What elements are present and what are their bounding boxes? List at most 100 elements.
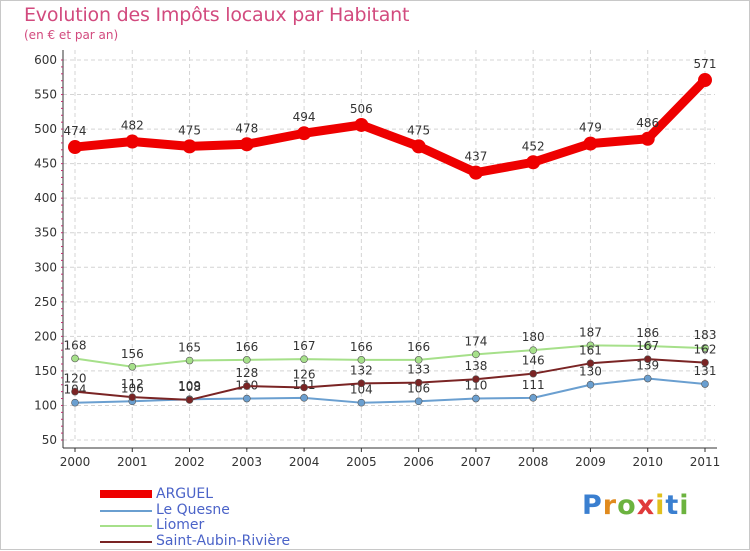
x-tick-label-2004: 2004 (289, 455, 320, 469)
data-label-saint-aubin-rivi-re: 128 (235, 366, 258, 380)
data-label-saint-aubin-rivi-re: 112 (121, 377, 144, 391)
y-tick-label-600: 600 (34, 53, 57, 67)
logo-letter: i (655, 490, 666, 521)
data-point-saint-aubin-rivi-re (128, 393, 137, 401)
data-label-saint-aubin-rivi-re: 138 (464, 359, 487, 373)
data-point-liomer (128, 362, 137, 371)
data-point-le-quesne (701, 380, 709, 388)
data-point-le-quesne (529, 394, 537, 402)
data-point-saint-aubin-rivi-re (472, 375, 480, 384)
data-point-liomer (643, 342, 652, 350)
y-tick-label-550: 550 (34, 88, 57, 102)
data-point-saint-aubin-rivi-re (185, 396, 194, 404)
y-tick-label-350: 350 (34, 226, 57, 240)
legend-label-liomer: Liomer (156, 517, 205, 533)
y-tick-label-100: 100 (34, 398, 57, 412)
y-tick-label-500: 500 (34, 122, 57, 136)
data-label-liomer: 183 (694, 328, 717, 342)
data-label-arguel: 475 (407, 123, 430, 137)
data-point-le-quesne (71, 398, 79, 407)
data-label-arguel: 486 (636, 116, 659, 130)
data-label-saint-aubin-rivi-re: 120 (64, 372, 87, 386)
x-tick-label-2002: 2002 (174, 455, 205, 469)
data-point-saint-aubin-rivi-re (701, 358, 709, 367)
data-label-saint-aubin-rivi-re: 167 (636, 339, 659, 353)
data-label-arguel: 478 (235, 121, 258, 135)
data-point-liomer (243, 356, 251, 364)
data-label-liomer: 186 (636, 326, 659, 340)
data-point-arguel (526, 155, 541, 170)
logo-letter: t (665, 490, 680, 521)
x-tick-label-2000: 2000 (60, 455, 91, 469)
x-tick-label-2010: 2010 (632, 455, 663, 469)
line-chart: 50 100 150 200 250 300 350 400 450 500 550 600 2000 2… (34, 50, 720, 469)
legend-swatch-le-quesne (100, 510, 152, 512)
data-point-liomer (701, 344, 709, 352)
logo-letter: i (679, 490, 690, 521)
data-point-saint-aubin-rivi-re (243, 382, 251, 390)
data-point-liomer (300, 355, 308, 363)
x-tick-label-2006: 2006 (403, 455, 434, 469)
data-label-saint-aubin-rivi-re: 162 (694, 343, 717, 357)
y-tick-label-450: 450 (34, 157, 57, 171)
data-label-liomer: 180 (522, 330, 545, 344)
series-line-arguel (70, 75, 710, 178)
data-point-liomer (185, 356, 194, 365)
data-label-liomer: 166 (350, 340, 373, 354)
data-point-liomer (357, 356, 366, 364)
y-tick-label-200: 200 (34, 329, 57, 343)
y-tick-label-250: 250 (34, 295, 57, 309)
data-label-arguel: 506 (350, 102, 373, 116)
x-tick-label-2003: 2003 (232, 455, 263, 469)
data-label-saint-aubin-rivi-re: 126 (293, 367, 316, 381)
data-point-le-quesne (357, 398, 366, 407)
data-label-liomer: 167 (293, 339, 316, 353)
data-label-liomer: 174 (464, 334, 487, 348)
data-label-arguel: 482 (121, 119, 144, 133)
data-point-le-quesne (243, 394, 251, 403)
y-tick-label-300: 300 (34, 260, 57, 274)
chart-subtitle: (en € et par an) (24, 28, 119, 42)
legend-label-saint-aubin-riviere: Saint-Aubin-Rivière (156, 533, 291, 549)
data-label-liomer: 168 (64, 338, 87, 352)
data-point-arguel (640, 131, 655, 146)
data-label-le-quesne: 104 (350, 383, 373, 397)
data-point-liomer (586, 341, 595, 350)
data-label-arguel: 479 (579, 121, 602, 135)
legend-swatch-liomer (100, 525, 152, 527)
data-point-liomer (529, 346, 537, 354)
x-tick-label-2001: 2001 (117, 455, 148, 469)
data-label-saint-aubin-rivi-re: 108 (178, 380, 201, 394)
data-label-le-quesne: 130 (579, 365, 602, 379)
x-tick-label-2008: 2008 (518, 455, 549, 469)
logo-letter: x (636, 490, 656, 521)
data-label-arguel: 437 (464, 150, 487, 164)
legend-label-arguel: ARGUEL (156, 486, 214, 502)
data-point-arguel (468, 165, 483, 180)
data-point-saint-aubin-rivi-re (71, 387, 79, 396)
data-label-le-quesne: 131 (694, 364, 717, 378)
data-label-le-quesne: 139 (636, 359, 659, 373)
data-point-saint-aubin-rivi-re (586, 359, 595, 368)
logo-letter: o (617, 490, 637, 521)
data-point-arguel (297, 126, 312, 141)
series-line-liomer (74, 344, 706, 368)
x-tick-label-2007: 2007 (461, 455, 492, 469)
series-line-saint-aubin-rivi-re (74, 358, 706, 401)
data-point-saint-aubin-rivi-re (414, 378, 423, 387)
data-label-le-quesne: 111 (522, 378, 545, 392)
data-point-le-quesne (414, 397, 423, 406)
data-label-arguel: 452 (522, 139, 545, 153)
data-label-saint-aubin-rivi-re: 161 (579, 343, 602, 357)
legend-swatch-saint-aubin-riviere (100, 541, 152, 543)
y-tick-label-150: 150 (34, 364, 57, 378)
data-label-saint-aubin-rivi-re: 146 (522, 354, 545, 368)
data-label-saint-aubin-rivi-re: 132 (350, 363, 373, 377)
data-point-arguel (411, 139, 426, 154)
data-point-le-quesne (643, 374, 652, 383)
data-point-liomer (71, 354, 79, 363)
data-point-arguel (68, 140, 82, 155)
data-point-saint-aubin-rivi-re (643, 355, 652, 363)
data-label-arguel: 494 (293, 110, 316, 124)
